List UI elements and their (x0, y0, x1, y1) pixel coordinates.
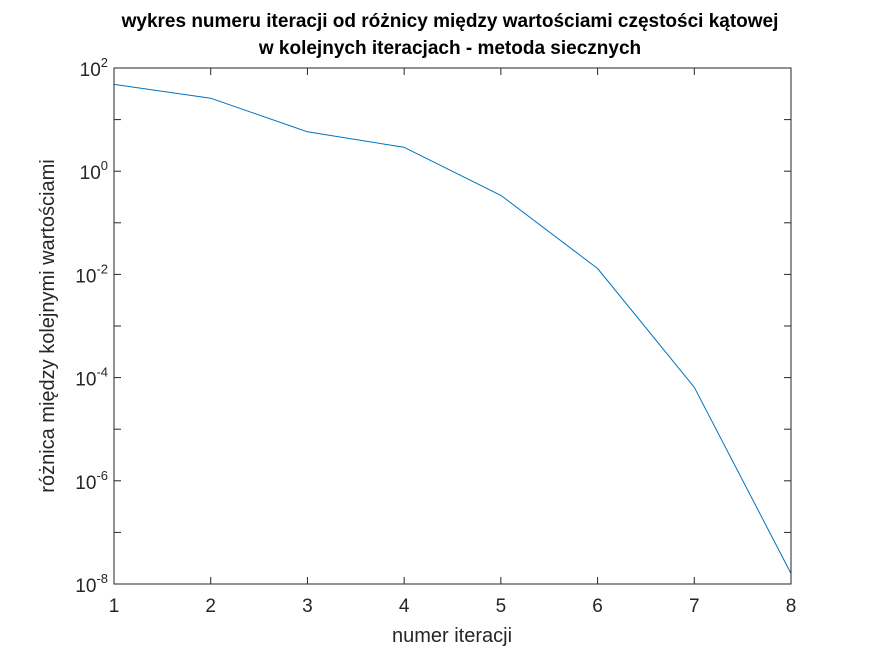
y-tick-label: 100 (80, 158, 108, 184)
chart-title: wykres numeru iteracji od różnicy między… (121, 11, 779, 32)
series-line (113, 83, 792, 574)
y-tick-label: 10-2 (75, 261, 108, 287)
x-tick-label: 5 (496, 596, 507, 617)
y-tick-label: 10-4 (75, 365, 108, 391)
x-tick-label: 3 (302, 596, 313, 617)
plot-area (114, 68, 791, 584)
x-tick-label: 1 (109, 596, 120, 617)
x-tick-label: 7 (689, 596, 700, 617)
x-tick-labels: 1 2 3 4 5 6 7 8 (109, 596, 797, 617)
x-tick-label: 6 (592, 596, 603, 617)
y-axis-label: różnica między kolejnymi wartościami (37, 159, 59, 492)
x-tick-label: 8 (786, 596, 797, 617)
series-layer (113, 83, 792, 574)
x-axis-label: numer iteracji (392, 625, 512, 647)
y-tick-label: 10-6 (75, 468, 108, 494)
x-tick-label: 2 (205, 596, 216, 617)
plot-frame (113, 67, 792, 585)
y-tick-label: 102 (80, 55, 108, 81)
chart-subtitle: w kolejnych iteracjach - metoda siecznyc… (258, 38, 641, 59)
y-tick-label: 10-8 (75, 571, 108, 597)
y-tick-labels: 10-8 10-6 10-4 10-2 100 102 (75, 55, 108, 597)
x-tick-label: 4 (399, 596, 410, 617)
